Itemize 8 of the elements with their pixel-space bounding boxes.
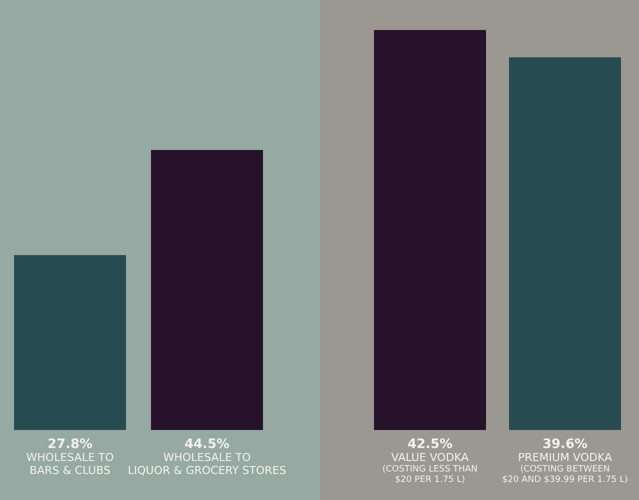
data-label: 42.5% bbox=[407, 437, 453, 452]
x-tick-label: WHOLESALE TO LIQUOR & GROCERY STORES bbox=[128, 451, 286, 477]
data-label: 39.6% bbox=[542, 437, 588, 452]
x-tick-label: VALUE VODKA (COSTING LESS THAN $20 PER 1.75 L) bbox=[382, 451, 478, 485]
data-label: 44.5% bbox=[184, 437, 230, 452]
data-label: 27.8% bbox=[47, 437, 93, 452]
x-tick-label: PREMIUM VODKA (COSTING BETWEEN $20 AND $39.99 PER 1.75 L) bbox=[502, 451, 628, 485]
x-tick-label: WHOLESALE TO BARS & CLUBS bbox=[26, 451, 114, 477]
